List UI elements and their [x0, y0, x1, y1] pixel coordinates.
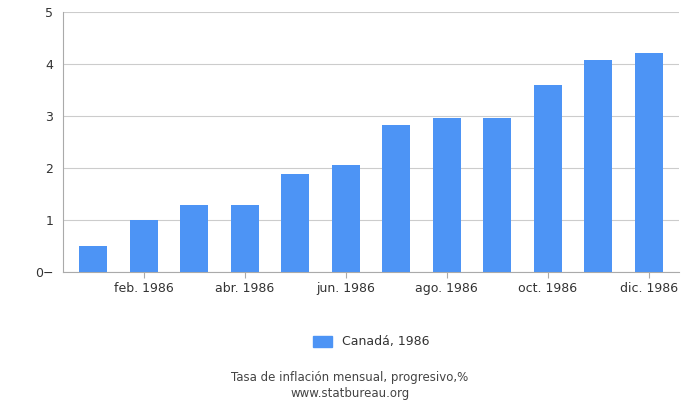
Bar	[231, 206, 259, 272]
Bar	[635, 53, 663, 272]
Bar	[79, 246, 107, 272]
Bar	[534, 85, 561, 272]
Legend: Canadá, 1986: Canadá, 1986	[313, 336, 429, 348]
Bar	[382, 125, 410, 272]
Bar	[130, 220, 158, 272]
Bar	[433, 118, 461, 272]
Bar	[281, 174, 309, 272]
Text: www.statbureau.org: www.statbureau.org	[290, 388, 410, 400]
Bar	[181, 206, 208, 272]
Bar	[332, 166, 360, 272]
Text: Tasa de inflación mensual, progresivo,%: Tasa de inflación mensual, progresivo,%	[232, 372, 468, 384]
Bar	[483, 118, 511, 272]
Bar	[584, 60, 612, 272]
